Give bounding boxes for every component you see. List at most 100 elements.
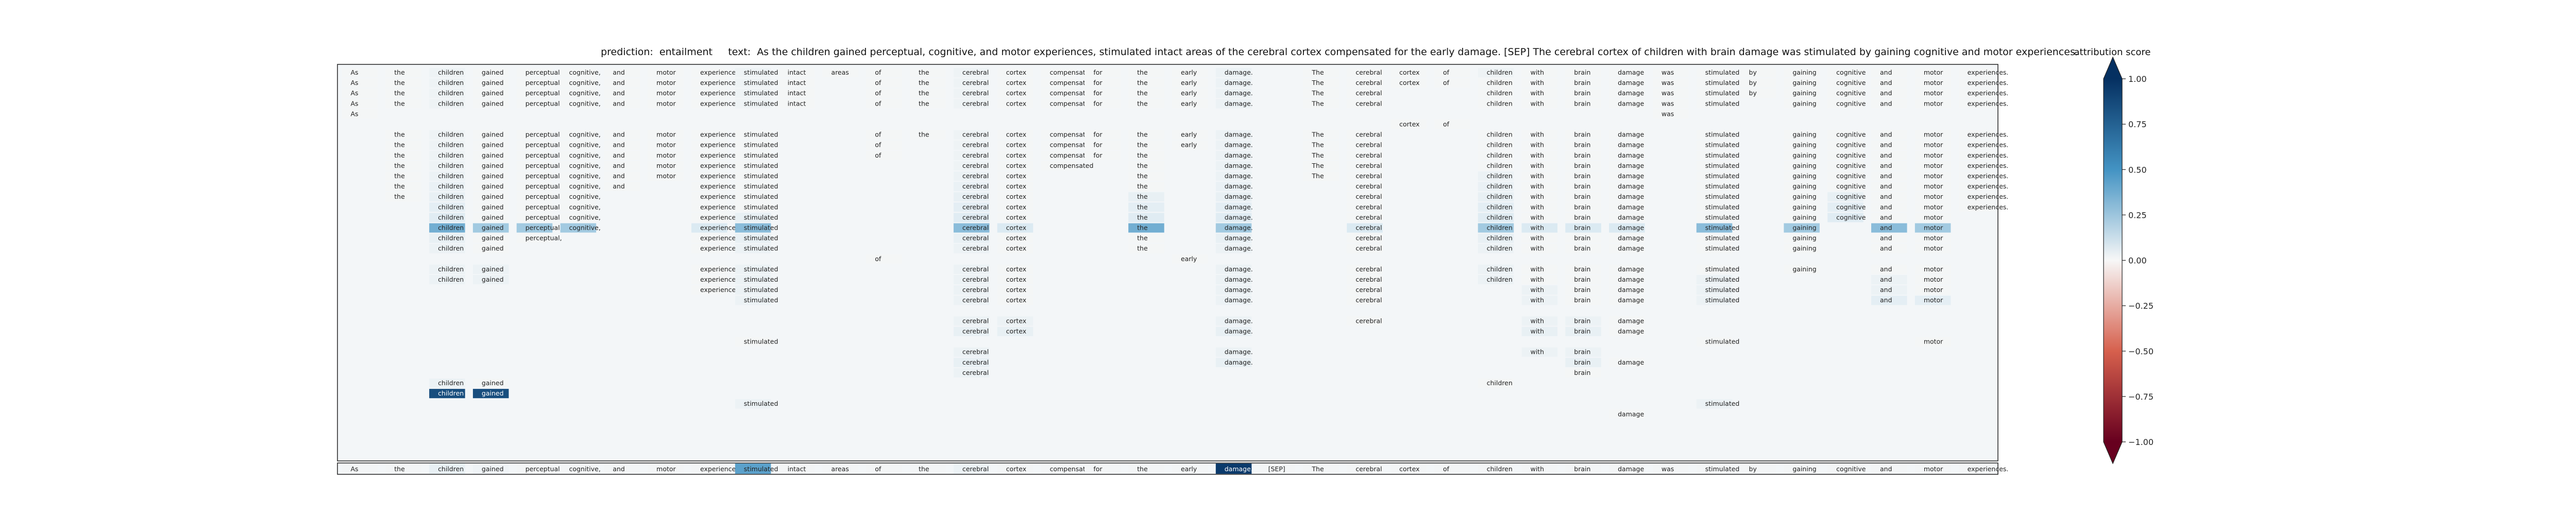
summary-cell [1784, 464, 1820, 474]
summary-cell [1041, 464, 1077, 474]
heatmap-cell [1215, 140, 1252, 150]
heatmap-cell [429, 140, 465, 150]
token-label: for [1093, 141, 1103, 149]
heatmap-cell [1128, 161, 1164, 170]
heatmap-cell [1871, 192, 1907, 202]
heatmap-cell [1215, 202, 1252, 212]
token-label: perceptual, [526, 203, 562, 211]
heatmap-cell [1565, 285, 1601, 295]
heatmap-cell [953, 347, 990, 357]
heatmap-cell [1128, 78, 1164, 88]
heatmap-cell [1696, 264, 1733, 274]
heatmap-cell [1478, 130, 1514, 140]
heatmap-cell [1871, 244, 1907, 253]
heatmap-cell [1521, 130, 1558, 140]
token-label: cortex [1006, 317, 1026, 324]
heatmap-cell [1784, 233, 1820, 243]
token-label: cortex [1006, 79, 1026, 87]
token-label: children [438, 234, 464, 242]
token-label: brain [1574, 172, 1590, 180]
heatmap-cell [1478, 233, 1514, 243]
token-label: children [438, 276, 464, 283]
heatmap-cell [953, 89, 990, 98]
summary-cell [1696, 464, 1733, 474]
heatmap-cell [1303, 89, 1339, 98]
token-label: damage. [1225, 151, 1253, 159]
heatmap-cell [1041, 161, 1077, 170]
heatmap-cell [1565, 347, 1601, 357]
token-label: and [1880, 213, 1892, 221]
token-label: perceptual, [526, 182, 562, 190]
heatmap-cell [691, 130, 727, 140]
token-label: stimulated [1705, 203, 1740, 211]
token-label: cognitive, [569, 224, 601, 232]
summary-token-label: motor [656, 465, 676, 473]
token-label: cerebral [1355, 172, 1382, 180]
token-label: damage. [1225, 234, 1253, 242]
heatmap-cell [1128, 99, 1164, 109]
heatmap-cell [1128, 244, 1164, 253]
token-label: children [438, 172, 464, 180]
token-label: experiences, [700, 172, 741, 180]
heatmap-cell [648, 161, 684, 170]
heatmap-cell [997, 130, 1033, 140]
heatmap-cell [1521, 296, 1558, 305]
heatmap-cell [910, 130, 946, 140]
heatmap-cell [1565, 275, 1601, 285]
token-label: damage [1618, 276, 1644, 283]
heatmap-cell [1084, 140, 1121, 150]
token-label: experiences, [700, 131, 741, 139]
token-label: cognitive, [569, 151, 601, 159]
token-label: cerebral [962, 276, 989, 283]
token-label: with [1530, 203, 1544, 211]
summary-cell [1172, 464, 1208, 474]
token-label: stimulated [1705, 224, 1740, 232]
token-label: brain [1574, 317, 1590, 324]
token-label: gaining [1792, 203, 1816, 211]
token-label: cerebral [1355, 182, 1382, 190]
token-label: stimulated [1705, 296, 1740, 304]
heatmap-cell [472, 264, 509, 274]
token-label: intact [788, 99, 806, 107]
heatmap-cell [1871, 223, 1907, 233]
heatmap-cell [604, 78, 640, 88]
heatmap-cell [1914, 264, 1951, 274]
token-label: perceptual, [526, 99, 562, 107]
heatmap-cell [1347, 182, 1383, 192]
heatmap-cell [997, 296, 1033, 305]
token-label: motor [1924, 131, 1943, 139]
heatmap-cell [1215, 264, 1252, 274]
token-label: cerebral [962, 89, 989, 97]
token-label: children [438, 79, 464, 87]
heatmap-cell [866, 254, 902, 264]
token-label: brain [1574, 369, 1590, 376]
heatmap-cell [1215, 192, 1252, 202]
summary-cell [1478, 464, 1514, 474]
heatmap-cell [1347, 68, 1383, 78]
heatmap-cell [648, 140, 684, 150]
heatmap-cell [1871, 264, 1907, 274]
heatmap-cell [1696, 337, 1733, 347]
token-label: gained [482, 89, 504, 97]
heatmap-cell [953, 357, 990, 367]
heatmap-cell [1041, 89, 1077, 98]
token-label: stimulated [1705, 400, 1740, 407]
token-label: children [438, 99, 464, 107]
heatmap-cell [1914, 140, 1951, 150]
heatmap-cell [1609, 150, 1645, 160]
heatmap-cell [1696, 202, 1733, 212]
heatmap-cell [604, 89, 640, 98]
heatmap-cell [472, 213, 509, 222]
heatmap-cell [1914, 89, 1951, 98]
heatmap-cell [1740, 78, 1776, 88]
heatmap-cell [1303, 171, 1339, 181]
summary-cell [910, 464, 946, 474]
token-label: brain [1574, 79, 1590, 87]
token-label: perceptual, [526, 234, 562, 242]
token-label: of [1443, 121, 1450, 128]
token-label: cerebral [1355, 213, 1382, 221]
heatmap-cell [1784, 130, 1820, 140]
heatmap-cell [1958, 150, 1995, 160]
summary-cell [1565, 464, 1601, 474]
heatmap-cell [648, 99, 684, 109]
